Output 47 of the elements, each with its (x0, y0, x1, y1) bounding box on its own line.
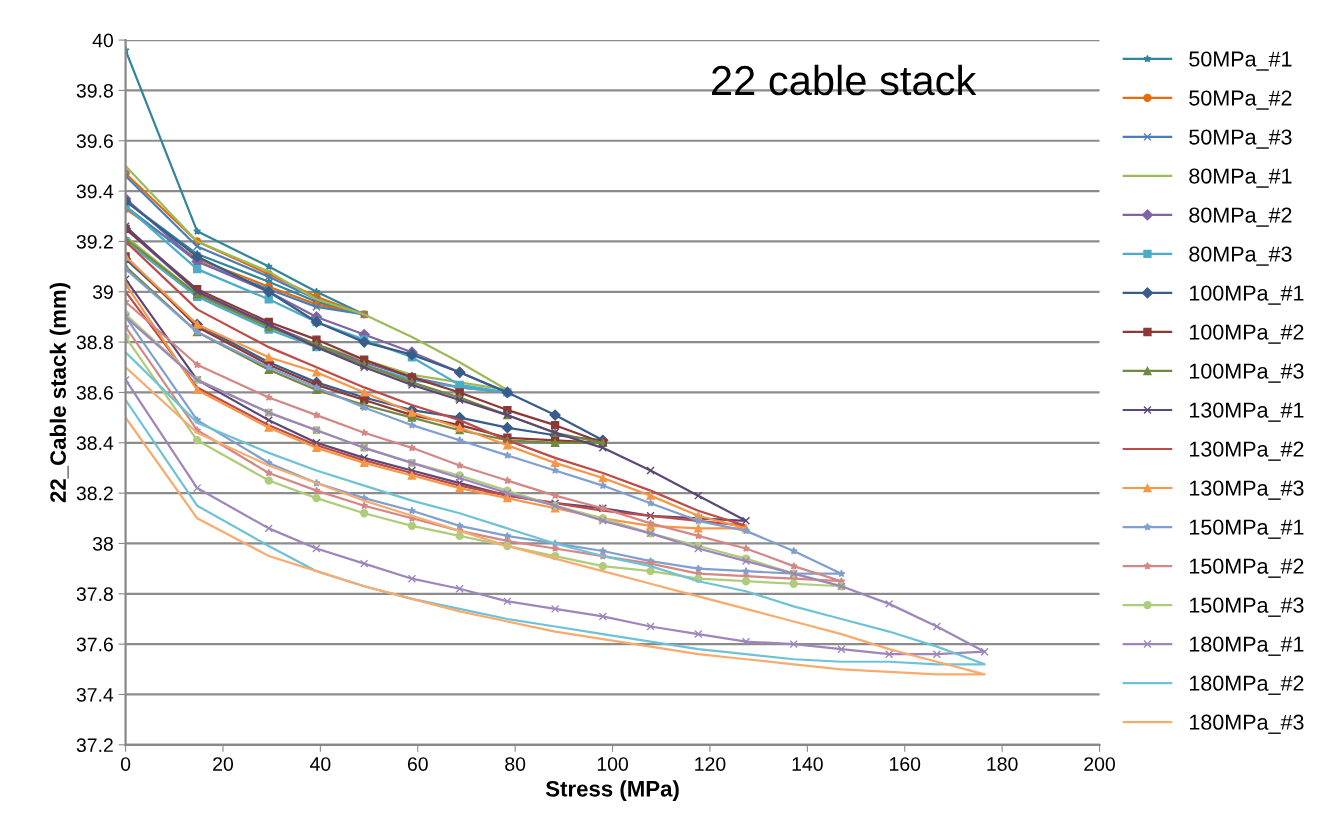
legend-label: 130MPa_#3 (1190, 480, 1304, 500)
legend-label: 50MPa_#3 (1189, 129, 1292, 149)
legend-label: 130MPa_#1 (1190, 402, 1304, 422)
legend-label: 100MPa_#3 (1190, 363, 1304, 383)
y-tick-label: 39.8 (76, 83, 113, 98)
legend-label: 130MPa_#2 (1190, 441, 1304, 461)
x-tick-label: 20 (213, 757, 234, 771)
x-tick-label: 140 (792, 757, 823, 771)
y-tick-label: 37.8 (76, 587, 113, 602)
legend-label: 100MPa_#2 (1190, 324, 1304, 344)
x-tick-label: 0 (120, 757, 131, 771)
x-tick-label: 40 (310, 757, 331, 771)
x-tick-label: 200 (1084, 757, 1115, 771)
x-tick-label: 60 (407, 757, 428, 771)
y-axis-title: 22_Cable stack (mm) (49, 283, 71, 503)
x-axis-title: Stress (MPa) (545, 780, 679, 802)
legend-label: 80MPa_#1 (1189, 168, 1292, 188)
y-tick-label: 38.6 (76, 385, 113, 400)
legend-label: 180MPa_#1 (1190, 636, 1304, 656)
legend-label: 50MPa_#1 (1189, 51, 1292, 71)
y-tick-label: 38 (92, 536, 113, 551)
legend-label: 100MPa_#1 (1190, 285, 1304, 305)
y-tick-label: 39.4 (76, 184, 114, 199)
chart-title: 22 cable stack (712, 64, 977, 96)
y-tick-label: 40 (92, 33, 114, 48)
y-tick-label: 38.8 (76, 335, 113, 350)
x-tick-label: 120 (695, 757, 726, 771)
y-tick-label: 39.6 (76, 134, 113, 148)
y-tick-label: 38.2 (76, 486, 113, 501)
y-tick-label: 37.2 (76, 738, 113, 753)
legend-label: 150MPa_#3 (1190, 597, 1304, 617)
y-tick-label: 39.2 (76, 234, 113, 249)
legend-label: 180MPa_#3 (1190, 714, 1304, 734)
x-tick-label: 80 (505, 757, 526, 771)
x-tick-label: 180 (987, 757, 1018, 771)
x-tick-label: 160 (890, 757, 921, 771)
y-tick-label: 39 (92, 285, 113, 300)
legend-label: 80MPa_#2 (1189, 207, 1292, 227)
y-tick-label: 37.4 (76, 687, 114, 702)
legend-label: 150MPa_#1 (1190, 519, 1304, 539)
legend-label: 150MPa_#2 (1190, 558, 1304, 578)
y-tick-label: 37.6 (76, 637, 113, 652)
legend-label: 50MPa_#2 (1189, 90, 1292, 110)
legend-label: 80MPa_#3 (1189, 246, 1292, 266)
x-tick-label: 100 (597, 757, 629, 771)
y-tick-label: 38.4 (76, 436, 114, 451)
legend-label: 180MPa_#2 (1190, 675, 1304, 695)
